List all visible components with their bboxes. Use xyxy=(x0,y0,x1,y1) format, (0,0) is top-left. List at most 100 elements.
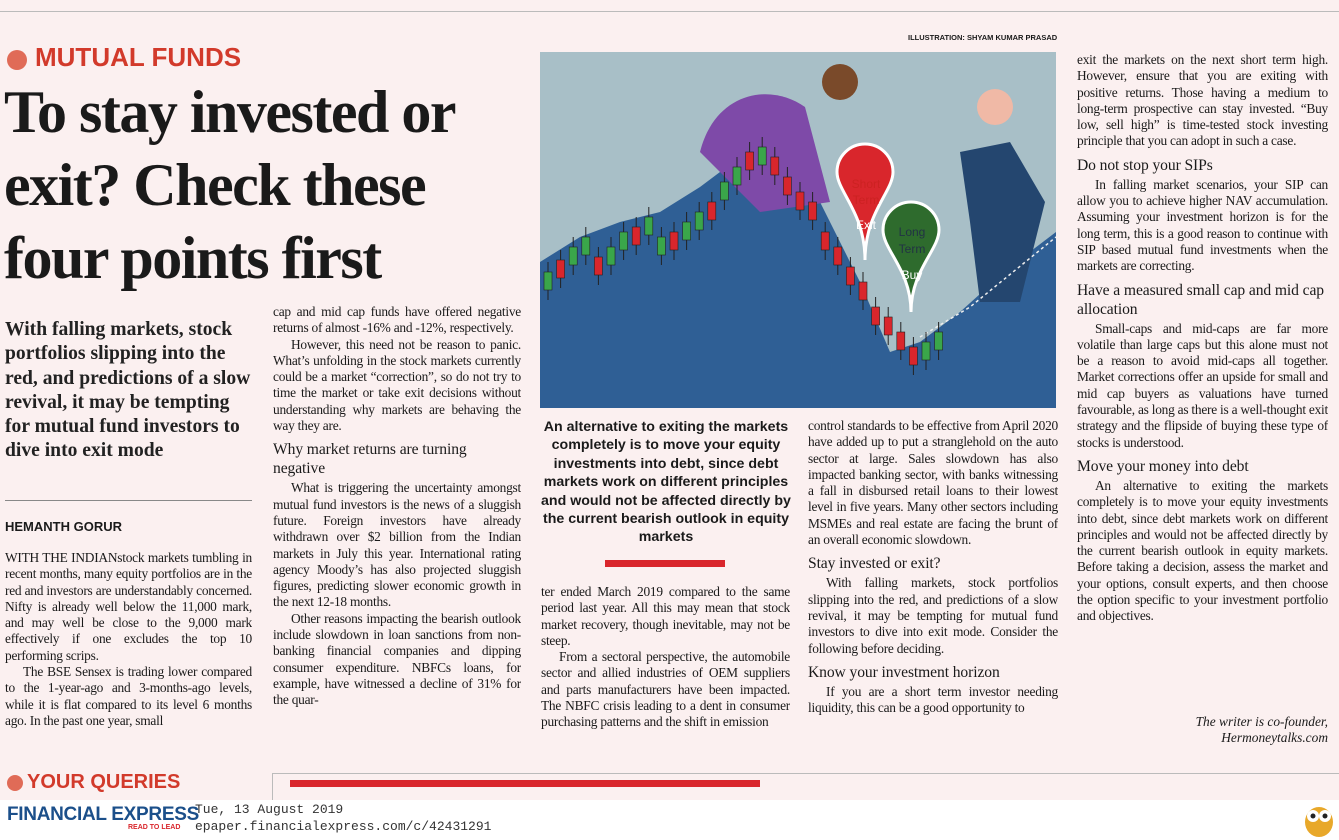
candle-body xyxy=(657,236,666,256)
paragraph-text: ter ended March 2019 compared to the sam… xyxy=(541,584,790,648)
section-label: MUTUAL FUNDS xyxy=(35,42,242,72)
headline: To stay invested or exit? Check these fo… xyxy=(4,79,455,291)
date: Tue, 13 August 2019 xyxy=(195,802,344,817)
byline: HEMANTH GORUR xyxy=(5,519,122,534)
lead-in: WITH THE INDIAN xyxy=(5,550,118,565)
candle-body xyxy=(846,266,855,286)
paragraph: cap and mid cap funds have offered negat… xyxy=(273,304,521,337)
paragraph-text: stock markets tumbling in recent months,… xyxy=(5,550,252,663)
illustration: Short Term Exit Long Term Buy xyxy=(540,52,1056,408)
candle-body xyxy=(820,231,830,251)
paragraph: ter ended March 2019 compared to the sam… xyxy=(541,584,790,649)
candle-body xyxy=(682,221,691,241)
subheading: Know your investment horizon xyxy=(808,663,1000,681)
paragraph: Other reasons impacting the bearish outl… xyxy=(273,611,521,709)
candle-body xyxy=(707,201,717,221)
paragraph: From a sectoral perspective, the automob… xyxy=(541,649,790,730)
signoff-line: Hermoneytalks.com xyxy=(1221,730,1328,746)
paragraph-text: exit the markets on the next short term … xyxy=(1077,52,1328,149)
candle-body xyxy=(808,201,817,221)
paragraph-text: cap and mid cap funds have offered negat… xyxy=(273,304,521,336)
candle-body xyxy=(669,231,679,251)
trend xyxy=(919,236,1056,338)
rule xyxy=(5,500,252,501)
candle-body xyxy=(745,151,754,171)
paragraph-text: An alternative to exiting the markets co… xyxy=(1077,477,1328,624)
paragraph-text: From a sectoral perspective, the automob… xyxy=(541,649,790,730)
candle-body xyxy=(770,156,780,176)
candle-body xyxy=(732,166,742,186)
pin-label: Buy xyxy=(902,268,923,282)
paragraph: With falling markets, stock portfolios s… xyxy=(808,575,1058,656)
paragraph: The BSE Sensex is trading lower compared… xyxy=(5,664,252,729)
candle-body xyxy=(757,146,767,166)
candle-body xyxy=(795,191,805,211)
paragraph: WITH THE INDIANstock markets tumbling in… xyxy=(5,550,252,664)
candle-body xyxy=(896,331,906,351)
column: cap and mid cap funds have offered negat… xyxy=(273,304,521,749)
pin-label: Short xyxy=(852,177,881,191)
subheading: Do not stop your SIPs xyxy=(1077,156,1213,174)
candle-body xyxy=(921,341,931,361)
paragraph: An alternative to exiting the markets co… xyxy=(1077,478,1328,625)
paragraph-text: The BSE Sensex is trading lower compared… xyxy=(5,664,252,728)
owl-icon xyxy=(1305,807,1333,837)
pin-long xyxy=(881,200,941,313)
signoff: The writer is co-founder, Hermoneytalks.… xyxy=(1077,714,1328,747)
paragraph-text: With falling markets, stock portfolios s… xyxy=(808,575,1058,656)
paragraph-text: control standards to be effective from A… xyxy=(808,418,1058,548)
paragraph: Small-caps and mid-caps are far more vol… xyxy=(1077,321,1328,451)
next-section: YOUR QUERIES xyxy=(27,771,181,793)
subheading: Stay invested or exit? xyxy=(808,555,941,573)
paragraph: control standards to be effective from A… xyxy=(808,418,1058,548)
tagline: READ TO LEAD xyxy=(128,824,181,831)
candle-body xyxy=(858,281,868,301)
paragraph-text: If you are a short term investor needing… xyxy=(808,683,1058,716)
candle-body xyxy=(694,211,704,231)
pull-quote: An alternative to exiting the markets co… xyxy=(541,419,791,546)
candle-body xyxy=(556,259,565,279)
paragraph-text: However, this need not be reason to pani… xyxy=(273,336,521,434)
section-dot xyxy=(7,775,23,791)
figure-left-head xyxy=(822,64,858,100)
candle-body xyxy=(568,246,578,266)
candle-body xyxy=(871,306,880,326)
pin-short xyxy=(835,142,895,261)
footer-bar xyxy=(0,800,1339,840)
queries-bar xyxy=(290,780,760,787)
pin-label: Term xyxy=(853,193,880,207)
brand: FINANCIAL EXPRESS xyxy=(7,804,199,825)
figure-right-head xyxy=(977,89,1013,125)
paragraph: However, this need not be reason to pani… xyxy=(273,337,521,435)
candle-body xyxy=(594,256,603,276)
paragraph-text: Small-caps and mid-caps are far more vol… xyxy=(1077,320,1328,450)
candle-body xyxy=(883,316,893,336)
pin-label: Exit xyxy=(856,218,877,232)
subheading: Have a measured small cap and mid cap al… xyxy=(1077,281,1324,318)
credit: ILLUSTRATION: SHYAM KUMAR PRASAD xyxy=(908,33,1058,42)
paragraph: What is triggering the uncertainty among… xyxy=(273,480,521,610)
signoff-line: The writer is co-founder, xyxy=(1195,714,1328,729)
paragraph: exit the markets on the next short term … xyxy=(1077,52,1328,150)
top-rule xyxy=(0,11,1339,12)
paragraph-text: In falling market scenarios, your SIP ca… xyxy=(1077,176,1328,274)
candle-body xyxy=(543,271,553,291)
paragraph-text: What is triggering the uncertainty among… xyxy=(273,480,521,610)
candle-body xyxy=(581,236,591,256)
paragraph-text: Other reasons impacting the bearish outl… xyxy=(273,610,521,708)
candle-body xyxy=(934,331,943,351)
quote-bar xyxy=(605,560,725,567)
url[interactable]: epaper.financialexpress.com/c/42431291 xyxy=(195,819,492,834)
candle-body xyxy=(783,176,792,196)
subheading: Why market returns are turning negative xyxy=(273,441,467,478)
candles xyxy=(543,137,943,375)
paragraph: If you are a short term investor needing… xyxy=(808,684,1058,717)
column: WITH THE INDIANstock markets tumbling in… xyxy=(5,550,252,748)
column: ter ended March 2019 compared to the sam… xyxy=(541,584,790,749)
candle-body xyxy=(619,231,628,251)
candle-body xyxy=(833,246,843,266)
column: exit the markets on the next short term … xyxy=(1077,52,1328,712)
pin-label: Term xyxy=(899,242,926,256)
candle-body xyxy=(644,216,654,236)
